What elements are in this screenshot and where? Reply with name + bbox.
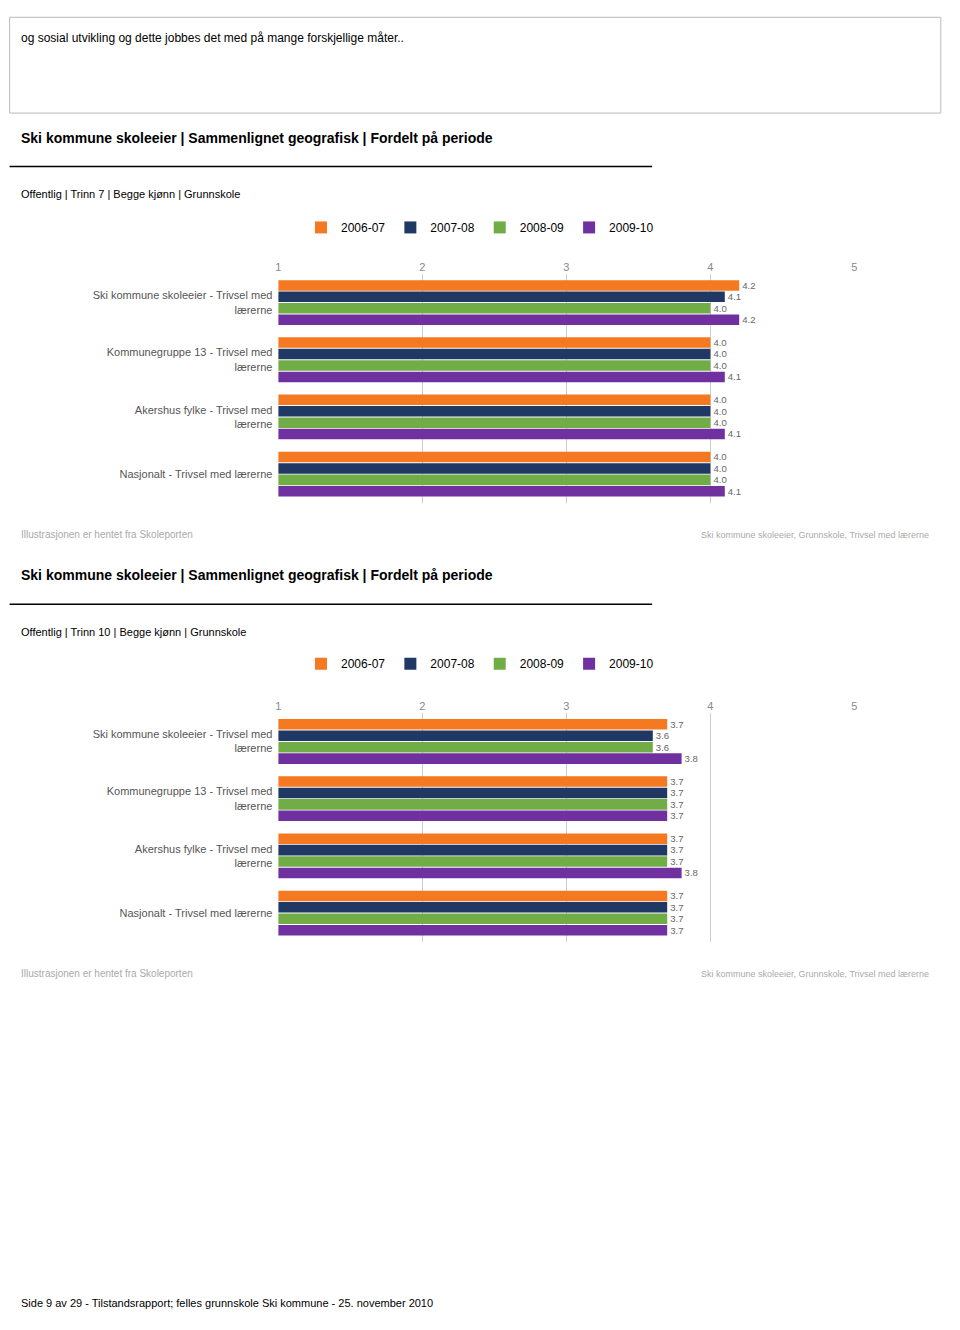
- svg-text:3.7: 3.7: [670, 856, 683, 867]
- svg-text:1: 1: [275, 261, 281, 273]
- svg-text:3.7: 3.7: [670, 719, 683, 730]
- svg-text:4.0: 4.0: [713, 417, 726, 428]
- svg-text:4.0: 4.0: [713, 337, 726, 348]
- svg-text:4.0: 4.0: [713, 394, 726, 405]
- svg-text:2009-10: 2009-10: [609, 221, 653, 235]
- svg-text:4.0: 4.0: [713, 451, 726, 462]
- svg-text:Illustrasjonen er hentet fra S: Illustrasjonen er hentet fra Skoleporten: [21, 968, 193, 979]
- svg-text:4.1: 4.1: [728, 428, 741, 439]
- svg-text:2006-07: 2006-07: [341, 657, 385, 671]
- svg-text:4.2: 4.2: [742, 280, 755, 291]
- svg-text:4: 4: [707, 700, 713, 712]
- svg-text:4.0: 4.0: [713, 463, 726, 474]
- svg-text:Side 9 av 29 - Tilstandsrappor: Side 9 av 29 - Tilstandsrapport; felles …: [21, 1297, 433, 1309]
- svg-text:3.7: 3.7: [670, 776, 683, 787]
- svg-text:4.0: 4.0: [713, 303, 726, 314]
- svg-text:Nasjonalt - Trivsel med lærern: Nasjonalt - Trivsel med lærerne: [120, 907, 273, 919]
- svg-text:2: 2: [419, 261, 425, 273]
- svg-text:2008-09: 2008-09: [520, 657, 564, 671]
- svg-text:4: 4: [707, 261, 713, 273]
- svg-text:3.7: 3.7: [670, 787, 683, 798]
- svg-text:3.7: 3.7: [670, 833, 683, 844]
- svg-text:4.1: 4.1: [728, 486, 741, 497]
- svg-text:3.7: 3.7: [670, 902, 683, 913]
- svg-text:4.1: 4.1: [728, 371, 741, 382]
- svg-text:3.7: 3.7: [670, 913, 683, 924]
- svg-text:3.8: 3.8: [685, 753, 698, 764]
- svg-text:3.8: 3.8: [685, 867, 698, 878]
- svg-text:4.0: 4.0: [713, 360, 726, 371]
- svg-text:Ski kommune skoleeier | Sammen: Ski kommune skoleeier | Sammenlignet geo…: [21, 130, 493, 146]
- svg-text:2008-09: 2008-09: [520, 221, 564, 235]
- svg-text:Akershus fylke - Trivsel medlæ: Akershus fylke - Trivsel medlærerne: [135, 404, 273, 430]
- svg-text:Nasjonalt - Trivsel med lærern: Nasjonalt - Trivsel med lærerne: [120, 468, 273, 480]
- svg-text:Ski kommune skoleeier - Trivse: Ski kommune skoleeier - Trivsel medlærer…: [93, 728, 273, 754]
- svg-text:og sosial utvikling og dette j: og sosial utvikling og dette jobbes det …: [21, 31, 404, 45]
- svg-text:2006-07: 2006-07: [341, 221, 385, 235]
- svg-text:3: 3: [563, 700, 569, 712]
- svg-text:Ski kommune skoleeier, Grunnsk: Ski kommune skoleeier, Grunnskole, Trivs…: [701, 530, 929, 540]
- svg-text:5: 5: [851, 700, 857, 712]
- svg-text:Illustrasjonen er hentet fra S: Illustrasjonen er hentet fra Skoleporten: [21, 529, 193, 540]
- svg-text:3.6: 3.6: [656, 730, 669, 741]
- svg-text:3.7: 3.7: [670, 799, 683, 810]
- svg-text:1: 1: [275, 700, 281, 712]
- svg-text:2009-10: 2009-10: [609, 657, 653, 671]
- svg-text:Ski kommune skoleeier - Trivse: Ski kommune skoleeier - Trivsel medlærer…: [93, 289, 273, 315]
- svg-text:Offentlig | Trinn 7 | Begge kj: Offentlig | Trinn 7 | Begge kjønn | Grun…: [21, 188, 240, 200]
- svg-text:2007-08: 2007-08: [430, 221, 474, 235]
- svg-text:4.0: 4.0: [713, 348, 726, 359]
- svg-text:Akershus fylke - Trivsel medlæ: Akershus fylke - Trivsel medlærerne: [135, 843, 273, 869]
- svg-text:Kommunegruppe 13 - Trivsel med: Kommunegruppe 13 - Trivsel medlærerne: [107, 785, 273, 811]
- svg-text:3.7: 3.7: [670, 890, 683, 901]
- svg-text:Offentlig | Trinn 10 | Begge k: Offentlig | Trinn 10 | Begge kjønn | Gru…: [21, 626, 246, 638]
- svg-text:3.7: 3.7: [670, 925, 683, 936]
- svg-text:4.0: 4.0: [713, 406, 726, 417]
- svg-text:Kommunegruppe 13 - Trivsel med: Kommunegruppe 13 - Trivsel medlærerne: [107, 346, 273, 372]
- svg-text:Ski kommune skoleeier, Grunnsk: Ski kommune skoleeier, Grunnskole, Trivs…: [701, 969, 929, 979]
- svg-text:3.7: 3.7: [670, 844, 683, 855]
- svg-text:Ski kommune skoleeier | Sammen: Ski kommune skoleeier | Sammenlignet geo…: [21, 567, 493, 583]
- svg-text:3.7: 3.7: [670, 810, 683, 821]
- svg-text:4.2: 4.2: [742, 314, 755, 325]
- svg-text:4.1: 4.1: [728, 291, 741, 302]
- svg-text:5: 5: [851, 261, 857, 273]
- svg-text:4.0: 4.0: [713, 474, 726, 485]
- svg-text:2007-08: 2007-08: [430, 657, 474, 671]
- svg-text:3: 3: [563, 261, 569, 273]
- svg-text:3.6: 3.6: [656, 742, 669, 753]
- svg-text:2: 2: [419, 700, 425, 712]
